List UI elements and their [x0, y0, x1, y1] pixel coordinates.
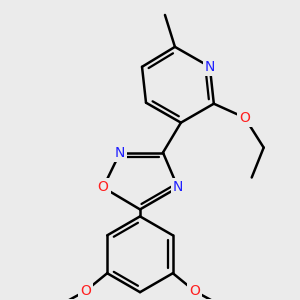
Text: N: N: [205, 60, 215, 74]
Text: N: N: [173, 181, 183, 194]
Text: O: O: [189, 284, 200, 298]
Text: O: O: [239, 111, 250, 125]
Text: O: O: [80, 284, 91, 298]
Text: O: O: [98, 181, 109, 194]
Text: N: N: [115, 146, 125, 160]
